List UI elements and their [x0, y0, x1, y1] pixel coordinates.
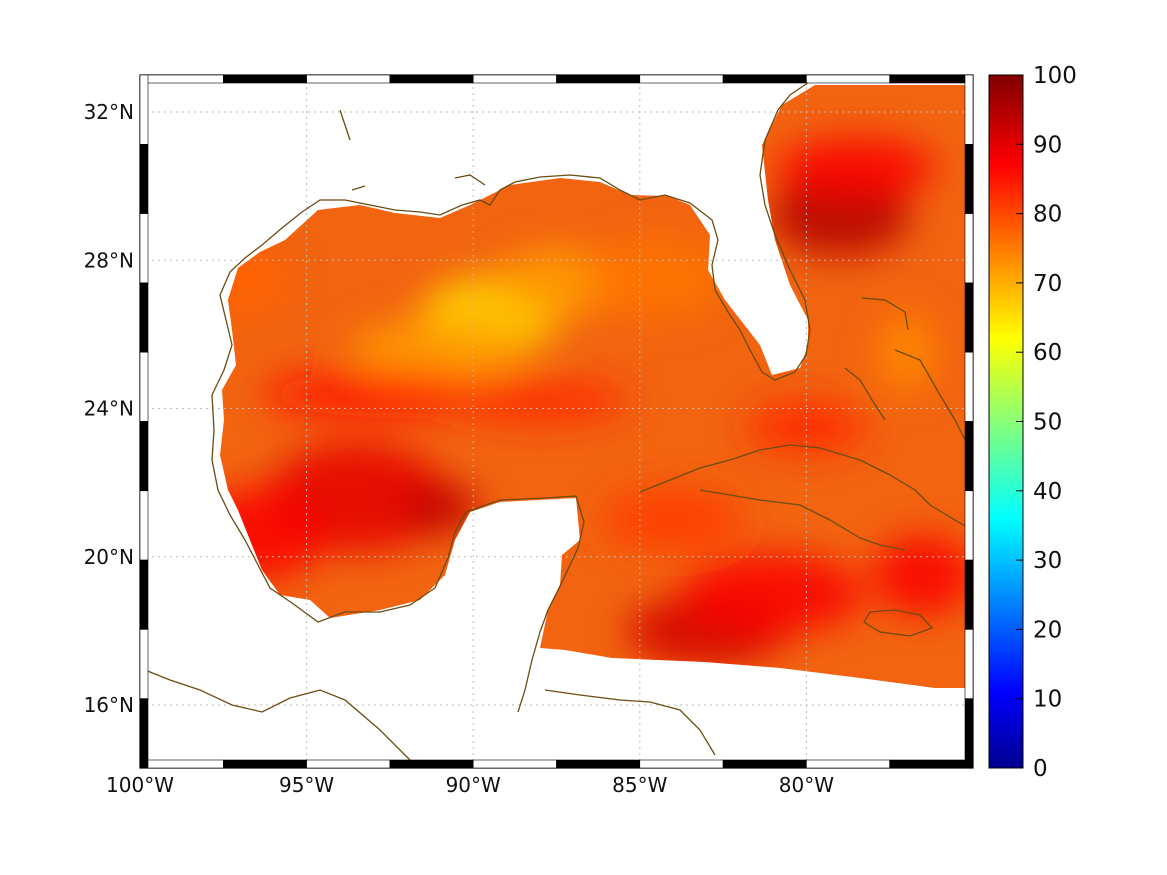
x-tick-label: 80°W: [779, 773, 834, 797]
frame-segment: [472, 759, 557, 769]
frame-segment: [306, 759, 391, 769]
field-blob: [746, 402, 867, 453]
colorbar-tick-label: 100: [1033, 63, 1077, 89]
frame-segment: [389, 74, 474, 84]
frame-segment: [139, 74, 149, 145]
colorbar-tick-label: 10: [1033, 687, 1062, 713]
frame-segment: [889, 759, 974, 769]
frame-segment: [223, 759, 307, 769]
frame-segment: [964, 698, 974, 769]
frame-segment: [556, 74, 641, 84]
field-blob: [399, 483, 480, 534]
frame-segment: [964, 629, 974, 700]
colorbar-tick-label: 20: [1033, 617, 1062, 643]
colorbar-tick-label: 50: [1033, 410, 1062, 436]
field-blob: [586, 238, 727, 319]
frame-segment: [139, 759, 224, 769]
field-blob: [220, 489, 327, 580]
field-blob: [220, 243, 290, 314]
frame-segment: [223, 74, 307, 84]
frame-segment: [964, 144, 974, 214]
frame-segment: [139, 74, 224, 84]
longitude-tick-labels: 100°W 95°W 90°W 85°W 80°W: [106, 773, 834, 797]
frame-segment: [806, 74, 891, 84]
frame-segment: [964, 351, 974, 422]
frame-segment: [964, 421, 974, 492]
frame-segment: [964, 559, 974, 630]
frame-segment: [306, 74, 391, 84]
colorbar-tick-label: 70: [1033, 271, 1062, 297]
colorbar-tick-label: 0: [1033, 756, 1048, 782]
frame-segment: [472, 74, 557, 84]
y-tick-label: 16°N: [84, 693, 134, 717]
y-tick-label: 32°N: [84, 100, 134, 124]
frame-segment: [139, 698, 149, 769]
field-blob: [873, 535, 965, 616]
coastline: [139, 77, 973, 761]
frame-segment: [722, 74, 807, 84]
x-tick-label: 90°W: [446, 773, 501, 797]
frame-segment: [964, 74, 974, 145]
colorbar-tick-label: 30: [1033, 548, 1062, 574]
colorbar-tick-label: 90: [1033, 132, 1062, 158]
frame-segment: [139, 351, 149, 422]
frame-segment: [806, 759, 891, 769]
y-tick-label: 28°N: [84, 248, 134, 272]
y-tick-label: 24°N: [84, 397, 134, 421]
field-blob: [776, 137, 937, 198]
frame-segment: [639, 759, 724, 769]
frame-segment: [722, 759, 807, 769]
frame-checkerboard: [139, 74, 974, 769]
x-tick-label: 95°W: [279, 773, 334, 797]
colorbar-tick-label: 60: [1033, 340, 1062, 366]
frame-segment: [139, 144, 149, 214]
colorbar-tick-label: 80: [1033, 202, 1062, 228]
frame-segment: [139, 421, 149, 492]
colorbar-ticks: 0 10 20 30 40 50 60 70 80 90 100: [1016, 63, 1077, 782]
colorbar: 0 10 20 30 40 50 60 70 80 90 100: [988, 63, 1077, 782]
frame-segment: [139, 559, 149, 630]
field-blob: [603, 489, 744, 550]
field-blob: [449, 381, 630, 422]
x-tick-label: 85°W: [612, 773, 667, 797]
map-grid: [140, 75, 973, 768]
data-field: [220, 85, 965, 688]
field-blob: [349, 319, 530, 380]
frame-segment: [139, 213, 149, 284]
field-blob: [876, 312, 937, 393]
colorbar-tick-label: 40: [1033, 479, 1062, 505]
frame-segment: [139, 282, 149, 353]
x-tick-label: 100°W: [106, 773, 174, 797]
frame-segment: [964, 213, 974, 284]
field-blob: [496, 247, 617, 318]
frame-segment: [556, 759, 641, 769]
frame-segment: [889, 74, 974, 84]
frame-segment: [639, 74, 724, 84]
latitude-tick-labels: 32°N 28°N 24°N 20°N 16°N: [84, 100, 134, 717]
frame-segment: [964, 490, 974, 561]
field-blob: [263, 371, 484, 416]
frame-segment: [139, 629, 149, 700]
y-tick-label: 20°N: [84, 545, 134, 569]
field-blob: [683, 553, 864, 634]
frame-segment: [139, 490, 149, 561]
frame-segment: [389, 759, 474, 769]
frame-segment: [964, 282, 974, 353]
